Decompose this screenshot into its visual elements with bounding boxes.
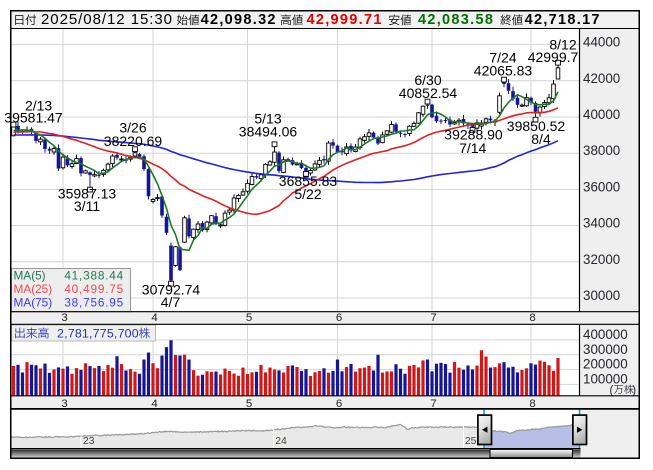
svg-text:40852.54: 40852.54 — [399, 85, 458, 101]
svg-text:8: 8 — [529, 398, 535, 410]
svg-text:7: 7 — [430, 312, 436, 324]
svg-text:3/26: 3/26 — [119, 120, 146, 136]
svg-text:2025/08/12 15:30: 2025/08/12 15:30 — [41, 11, 173, 28]
svg-text:7: 7 — [430, 398, 436, 410]
svg-text:42,718.17: 42,718.17 — [525, 12, 601, 28]
svg-text:3: 3 — [61, 312, 67, 324]
svg-text:44000: 44000 — [583, 35, 620, 50]
svg-text:30792.74: 30792.74 — [142, 282, 201, 298]
svg-text:2,781,775,700: 2,781,775,700 — [57, 327, 139, 341]
svg-text:100000: 100000 — [583, 372, 628, 387]
svg-text:42000: 42000 — [583, 71, 620, 86]
svg-text:39288.90: 39288.90 — [444, 127, 503, 143]
svg-text:35987.13: 35987.13 — [58, 186, 117, 202]
svg-text:38,756.95: 38,756.95 — [64, 295, 124, 309]
svg-text:25: 25 — [465, 436, 477, 447]
svg-text:): ) — [632, 385, 636, 397]
svg-text:24: 24 — [275, 436, 287, 447]
svg-text:5: 5 — [246, 312, 252, 324]
svg-text:42065.83: 42065.83 — [474, 63, 533, 79]
svg-text:5: 5 — [246, 398, 252, 410]
svg-text:8/12: 8/12 — [549, 37, 576, 53]
svg-text:7/24: 7/24 — [489, 50, 516, 66]
svg-text:(: ( — [610, 385, 614, 397]
svg-text:23: 23 — [83, 436, 95, 447]
svg-text:MA(75): MA(75) — [14, 295, 53, 309]
svg-text:3: 3 — [61, 398, 67, 410]
svg-text:34000: 34000 — [583, 216, 620, 231]
svg-text:3/11: 3/11 — [74, 198, 100, 214]
svg-text:200000: 200000 — [583, 357, 628, 372]
svg-text:4: 4 — [151, 398, 157, 410]
svg-text:6: 6 — [336, 312, 342, 324]
svg-text:7/14: 7/14 — [459, 140, 486, 156]
svg-text:39850.52: 39850.52 — [507, 118, 566, 134]
svg-text:38220.69: 38220.69 — [104, 133, 163, 149]
svg-text:39581.47: 39581.47 — [4, 109, 63, 125]
svg-text:MA(25): MA(25) — [14, 282, 53, 296]
svg-text:36855.83: 36855.83 — [279, 173, 338, 189]
svg-text:40000: 40000 — [583, 107, 620, 122]
svg-text:38000: 38000 — [583, 143, 620, 158]
svg-text:36000: 36000 — [583, 179, 620, 194]
svg-text:6: 6 — [336, 398, 342, 410]
svg-text:4: 4 — [151, 312, 157, 324]
svg-text:8/4: 8/4 — [531, 131, 551, 147]
svg-text:8: 8 — [529, 312, 535, 324]
svg-text:MA(5): MA(5) — [14, 269, 46, 283]
svg-text:42,083.58: 42,083.58 — [418, 12, 494, 28]
svg-text:40,499.75: 40,499.75 — [64, 282, 124, 296]
svg-text:38494.06: 38494.06 — [239, 124, 298, 140]
svg-text:42,999.71: 42,999.71 — [307, 12, 383, 28]
svg-text:5/22: 5/22 — [294, 186, 321, 202]
svg-text:32000: 32000 — [583, 252, 620, 267]
svg-text:42,098.32: 42,098.32 — [201, 12, 277, 28]
svg-text:41,388.44: 41,388.44 — [64, 269, 124, 283]
svg-text:4/7: 4/7 — [161, 294, 181, 310]
svg-text:2/13: 2/13 — [25, 98, 52, 114]
svg-text:300000: 300000 — [583, 342, 628, 357]
svg-text:30000: 30000 — [583, 288, 620, 303]
svg-text:5/13: 5/13 — [254, 111, 281, 127]
svg-text:42999.7: 42999.7 — [528, 49, 579, 65]
svg-text:6/30: 6/30 — [414, 72, 441, 88]
svg-text:400000: 400000 — [583, 327, 628, 342]
